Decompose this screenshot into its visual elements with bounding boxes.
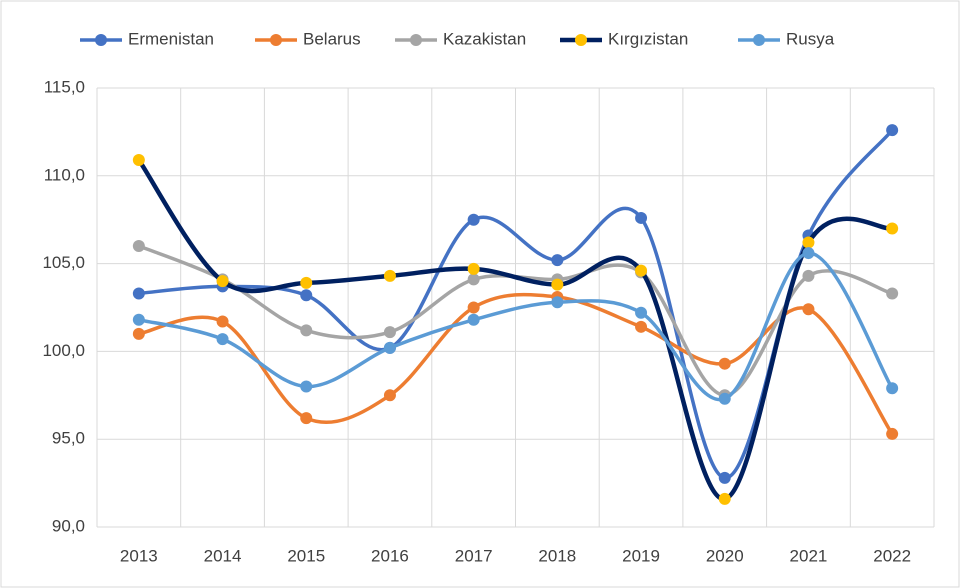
legend-marker: [95, 34, 107, 46]
data-point: [383, 341, 396, 354]
data-point: [802, 236, 815, 249]
data-point: [216, 315, 229, 328]
data-point: [216, 333, 229, 346]
legend-label: Kırgızistan: [608, 29, 688, 48]
data-point: [467, 313, 480, 326]
data-point: [551, 278, 564, 291]
x-tick-label: 2015: [287, 546, 325, 565]
x-tick-label: 2019: [622, 546, 660, 565]
y-tick-label: 110,0: [44, 165, 85, 184]
x-tick-label: 2022: [873, 546, 911, 565]
legend-label: Rusya: [786, 29, 835, 48]
data-point: [467, 262, 480, 275]
data-point: [886, 222, 899, 235]
data-point: [718, 471, 731, 484]
legend-label: Ermenistan: [128, 29, 214, 48]
data-point: [132, 287, 145, 300]
data-point: [132, 313, 145, 326]
data-point: [300, 276, 313, 289]
legend-marker: [270, 34, 282, 46]
data-point: [300, 412, 313, 425]
legend-marker: [753, 34, 765, 46]
data-point: [383, 389, 396, 402]
x-tick-label: 2013: [120, 546, 158, 565]
data-point: [216, 275, 229, 288]
data-point: [300, 324, 313, 337]
data-point: [467, 273, 480, 286]
data-point: [886, 382, 899, 395]
data-point: [802, 247, 815, 260]
x-tick-label: 2020: [706, 546, 744, 565]
data-point: [802, 303, 815, 316]
x-tick-label: 2018: [538, 546, 576, 565]
data-point: [802, 269, 815, 282]
series-line: [138, 244, 893, 398]
data-point: [132, 153, 145, 166]
legend-marker: [575, 34, 587, 46]
data-point: [886, 287, 899, 300]
y-tick-label: 115,0: [44, 77, 85, 96]
legend-label: Belarus: [303, 29, 361, 48]
data-point: [132, 327, 145, 340]
y-tick-label: 105,0: [42, 253, 85, 272]
data-point: [886, 124, 899, 137]
data-point: [886, 427, 899, 440]
y-tick-label: 90,0: [52, 516, 85, 535]
data-point: [300, 289, 313, 302]
x-tick-label: 2021: [790, 546, 828, 565]
x-tick-label: 2014: [204, 546, 242, 565]
x-tick-label: 2016: [371, 546, 409, 565]
data-point: [551, 296, 564, 309]
x-tick-label: 2017: [455, 546, 493, 565]
data-point: [383, 269, 396, 282]
data-point: [635, 211, 648, 224]
data-point: [635, 320, 648, 333]
y-tick-label: 100,0: [42, 341, 85, 360]
y-tick-label: 95,0: [52, 429, 85, 448]
data-point: [467, 301, 480, 314]
data-point: [300, 380, 313, 393]
data-point: [383, 326, 396, 339]
data-point: [718, 492, 731, 505]
legend-marker: [410, 34, 422, 46]
legend-label: Kazakistan: [443, 29, 526, 48]
data-point: [718, 392, 731, 405]
data-point: [718, 357, 731, 370]
data-point: [132, 240, 145, 253]
data-point: [467, 213, 480, 226]
data-point: [635, 306, 648, 319]
data-point: [551, 254, 564, 267]
data-point: [635, 264, 648, 277]
